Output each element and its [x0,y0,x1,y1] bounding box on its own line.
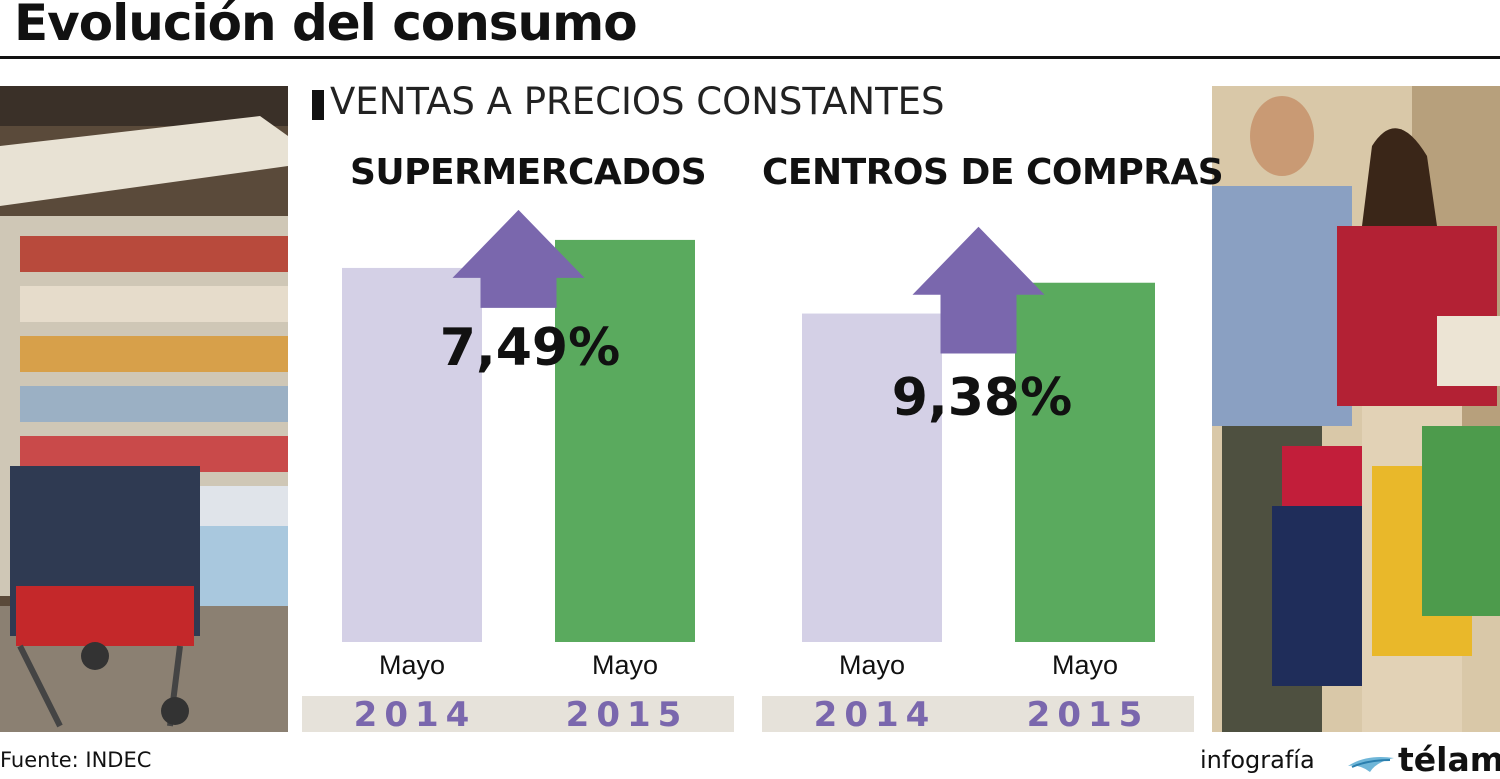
year-band-supermercados [302,696,734,732]
year-band-centros-de-compras [762,696,1194,732]
credit-brand: télam [1398,740,1500,779]
change-label-centros-de-compras: 9,38% [891,368,1073,428]
bar-mayo-2015 [1015,282,1155,642]
shoppers-photo [1212,86,1500,732]
panel-title-supermercados: SUPERMERCADOS [350,152,707,193]
bar-mayo-2015 [555,239,695,642]
growth-arrow-icon [452,209,585,308]
month-label: Mayo [838,650,906,680]
month-label: Mayo [378,650,446,680]
panel-title-centros-de-compras: CENTROS DE COMPRAS [762,152,1224,193]
year-label: 2014 [813,695,937,735]
chart-subtitle: VENTAS A PRECIOS CONSTANTES [330,80,945,123]
title-rule [0,56,1500,59]
year-label: 2014 [353,695,477,735]
month-label: Mayo [591,650,659,680]
supermarket-illustration [0,86,288,732]
growth-arrow-icon [912,226,1045,354]
year-label: 2015 [565,695,689,735]
source-note: Fuente: INDEC [0,748,152,772]
change-label-supermercados: 7,49% [439,318,621,378]
year-label: 2015 [1026,695,1150,735]
shoppers-illustration [1212,86,1500,732]
subtitle-marker [312,90,324,120]
plot-centros-de-compras [802,226,1155,642]
telam-logo-icon [1348,757,1394,772]
month-label: Mayo [1051,650,1119,680]
credit-word: infografía [1200,746,1315,774]
bar-mayo-2014 [342,267,482,642]
plot-supermercados [342,209,695,642]
bar-mayo-2014 [802,313,942,642]
credit: infografía télam [1200,740,1500,779]
supermarket-photo [0,86,288,732]
chart-title: Evolución del consumo [14,0,638,52]
